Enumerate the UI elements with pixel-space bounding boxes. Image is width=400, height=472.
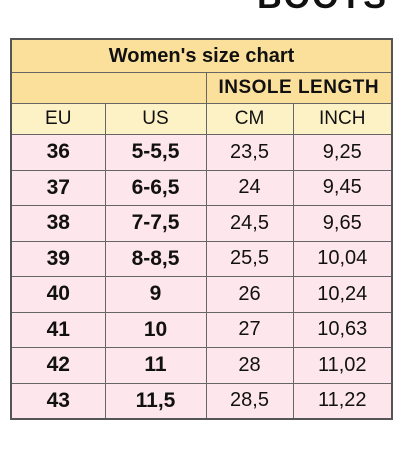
cell: 10,63 — [292, 311, 393, 348]
cell: 10,24 — [292, 276, 393, 313]
column-header: EU — [10, 103, 106, 135]
cell: 26 — [205, 276, 294, 313]
column-header-row: EU US CM INCH — [10, 103, 393, 135]
cell: 37 — [10, 169, 106, 206]
cell: 24 — [205, 169, 294, 206]
cell: 5-5,5 — [104, 134, 207, 171]
cell: 9,25 — [292, 134, 393, 171]
size-table: Women's size chart INSOLE LENGTH EU US CM I… — [10, 38, 393, 420]
data-row: 36 5-5,5 23,5 9,25 — [10, 134, 393, 171]
cell: 24,5 — [205, 205, 294, 242]
cell: 9 — [104, 276, 207, 313]
title-row: Women's size chart — [10, 38, 393, 73]
column-header: INCH — [292, 103, 393, 135]
data-row: 39 8-8,5 25,5 10,04 — [10, 240, 393, 277]
cell: 42 — [10, 347, 106, 384]
group-header: INSOLE LENGTH — [205, 72, 393, 104]
data-row: 42 11 28 11,02 — [10, 347, 393, 384]
cell: 38 — [10, 205, 106, 242]
cell: 9,45 — [292, 169, 393, 206]
cell: 41 — [10, 311, 106, 348]
cell: 28,5 — [205, 382, 294, 420]
column-header: US — [104, 103, 207, 135]
cell: 28 — [205, 347, 294, 384]
cell: 25,5 — [205, 240, 294, 277]
data-row: 40 9 26 10,24 — [10, 276, 393, 313]
table-body: Women's size chart INSOLE LENGTH EU US CM I… — [10, 38, 393, 420]
cell: 40 — [10, 276, 106, 313]
table-title: Women's size chart — [10, 38, 393, 73]
data-row: 43 11,5 28,5 11,22 — [10, 382, 393, 420]
cell: 36 — [10, 134, 106, 171]
cell: 11,02 — [292, 347, 393, 384]
data-row: 38 7-7,5 24,5 9,65 — [10, 205, 393, 242]
column-header: CM — [205, 103, 294, 135]
data-row: 41 10 27 10,63 — [10, 311, 393, 348]
blank-cell — [10, 72, 207, 104]
cell: 9,65 — [292, 205, 393, 242]
cell: 27 — [205, 311, 294, 348]
cell: 11,5 — [104, 382, 207, 420]
data-row: 37 6-6,5 24 9,45 — [10, 169, 393, 206]
cell: 10,04 — [292, 240, 393, 277]
cell: 23,5 — [205, 134, 294, 171]
page-title: BOOTS — [257, 0, 388, 17]
cell: 6-6,5 — [104, 169, 207, 206]
cell: 43 — [10, 382, 106, 420]
cell: 7-7,5 — [104, 205, 207, 242]
cell: 39 — [10, 240, 106, 277]
cell: 11 — [104, 347, 207, 384]
cell: 8-8,5 — [104, 240, 207, 277]
cell: 11,22 — [292, 382, 393, 420]
cell: 10 — [104, 311, 207, 348]
group-row: INSOLE LENGTH — [10, 72, 393, 104]
